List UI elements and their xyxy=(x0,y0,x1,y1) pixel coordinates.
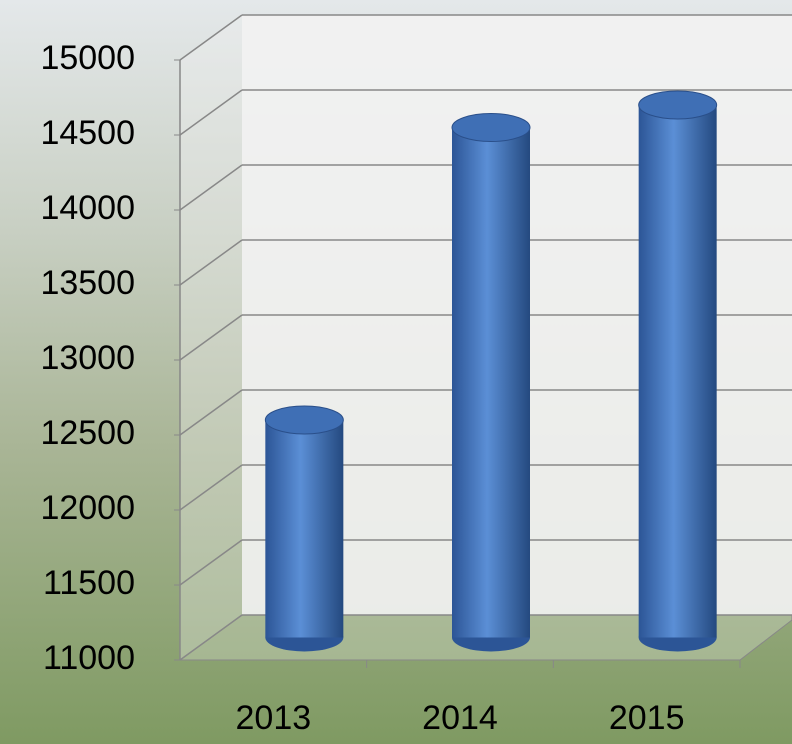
bar xyxy=(452,128,530,638)
y-tick-label: 13000 xyxy=(40,339,135,377)
y-tick-label: 12000 xyxy=(40,489,135,527)
bar xyxy=(639,105,717,638)
page: {"chart_data": {"type": "bar", "categori… xyxy=(0,0,792,744)
y-tick-label: 12500 xyxy=(40,414,135,452)
chart: 11000 11500 12000 12500 13000 13500 14000 14500… xyxy=(0,0,792,744)
bar-top xyxy=(639,91,717,119)
y-tick-label: 15000 xyxy=(40,39,135,77)
bar-top xyxy=(265,406,343,434)
x-tick-label: 2014 xyxy=(422,699,498,737)
y-tick-label: 14000 xyxy=(40,189,135,227)
bar xyxy=(265,420,343,638)
y-tick-label: 11000 xyxy=(43,639,135,677)
x-tick-label: 2013 xyxy=(236,699,312,737)
bar-top xyxy=(452,114,530,142)
y-tick-label: 11500 xyxy=(43,564,135,602)
y-tick-label: 14500 xyxy=(40,114,135,152)
y-tick-label: 13500 xyxy=(40,264,135,302)
x-tick-label: 2015 xyxy=(609,699,685,737)
